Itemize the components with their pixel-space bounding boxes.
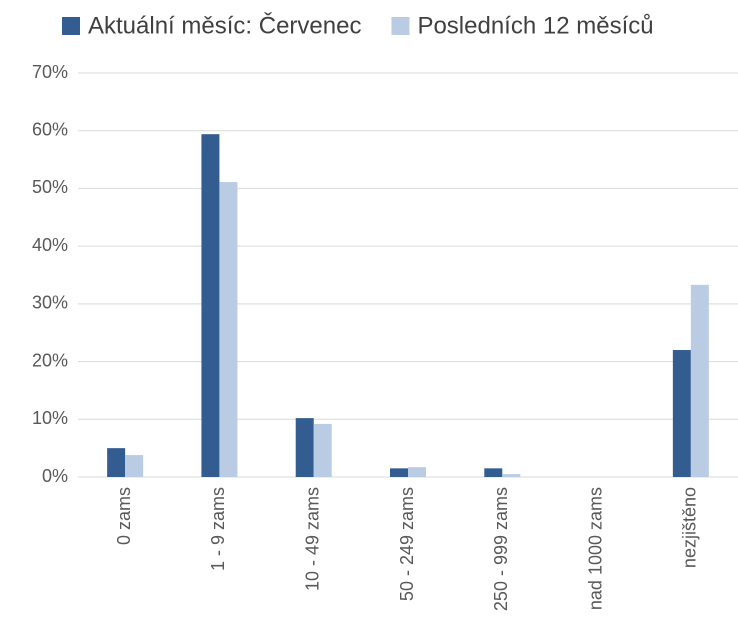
legend-label: Posledních 12 měsíců [417,12,653,39]
bar [313,423,332,477]
bar [107,448,126,477]
y-tick-label: 10% [32,408,68,428]
legend-swatch [391,17,410,35]
bar [125,455,144,477]
bar [295,418,314,477]
x-tick-label: nad 1000 zams [585,487,605,610]
y-tick-label: 60% [32,119,68,139]
y-tick-label: 20% [32,350,68,370]
x-tick-label: 1 - 9 zams [208,487,228,571]
bar [690,284,709,477]
bar [219,182,238,477]
bar [502,474,521,477]
legend-swatch [62,17,80,35]
legend-label: Aktuální měsíc: Červenec [88,11,361,39]
bar [672,350,691,477]
x-tick-label: 250 - 999 zams [491,487,511,611]
bar [201,134,220,478]
x-tick-label: 10 - 49 zams [302,487,322,591]
bar [390,468,408,477]
x-tick-label: 50 - 249 zams [397,487,417,601]
y-tick-label: 0% [42,466,68,486]
bar [408,467,426,477]
y-tick-label: 70% [32,62,68,82]
x-tick-label: 0 zams [114,487,134,545]
y-tick-label: 40% [32,235,68,255]
y-tick-label: 50% [32,177,68,197]
bar [484,468,503,477]
x-tick-label: nezjištěno [680,487,700,568]
y-tick-label: 30% [32,293,68,313]
